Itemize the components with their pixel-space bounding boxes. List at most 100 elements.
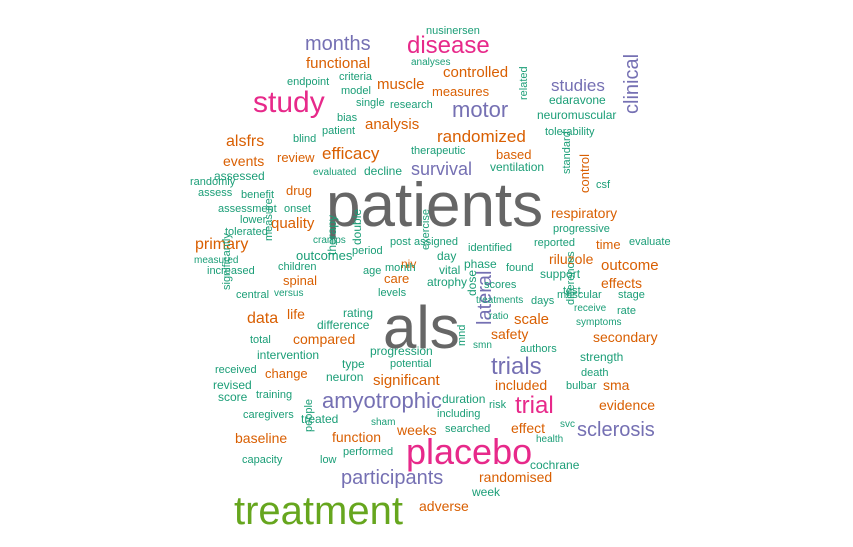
word-training: training xyxy=(256,389,293,401)
word-trials: trials xyxy=(491,353,542,380)
word-bulbar: bulbar xyxy=(566,380,597,392)
word-care: care xyxy=(384,271,410,286)
word-progression: progression xyxy=(370,344,433,358)
word-controlled: controlled xyxy=(443,64,509,81)
word-including: including xyxy=(437,408,481,420)
word-scores: scores xyxy=(484,279,517,291)
word-riluzole: riluzole xyxy=(549,251,594,267)
word-neuromuscular: neuromuscular xyxy=(537,108,617,122)
word-treatments: treatments xyxy=(476,295,524,306)
word-included: included xyxy=(495,377,548,393)
word-motor: motor xyxy=(452,97,509,122)
word-levels: levels xyxy=(378,287,407,299)
word-score: score xyxy=(218,390,248,404)
word-day: day xyxy=(437,249,457,263)
word-data: data xyxy=(247,310,279,327)
word-alsfrs: alsfrs xyxy=(226,133,265,150)
word-evaluated: evaluated xyxy=(313,167,357,178)
word-based: based xyxy=(496,147,532,162)
word-health: health xyxy=(536,434,564,445)
word-model: model xyxy=(341,85,371,97)
word-revised: revised xyxy=(213,378,252,392)
word-assess: assess xyxy=(198,187,233,199)
word-survival: survival xyxy=(411,159,473,179)
word-analyses: analyses xyxy=(411,57,451,68)
word-life: life xyxy=(287,306,305,322)
word-support: support xyxy=(540,267,581,281)
word-efficacy: efficacy xyxy=(322,144,380,163)
word-spinal: spinal xyxy=(283,273,317,288)
word-csf: csf xyxy=(596,179,611,191)
word-blind: blind xyxy=(293,133,317,145)
word-searched: searched xyxy=(445,423,491,435)
word-intervention: intervention xyxy=(257,348,320,362)
word-caregivers: caregivers xyxy=(243,409,294,421)
word-double: double xyxy=(350,208,364,245)
word-stage: stage xyxy=(618,289,645,301)
word-rate: rate xyxy=(617,305,636,317)
word-endpoint: endpoint xyxy=(287,76,330,88)
word-days: days xyxy=(531,295,555,307)
word-related: related xyxy=(518,66,530,100)
word-potential: potential xyxy=(390,358,432,370)
word-outcome: outcome xyxy=(601,257,659,274)
word-randomly: randomly xyxy=(190,176,236,188)
word-analysis: analysis xyxy=(365,116,420,133)
word-primary: primary xyxy=(195,236,249,253)
word-versus: versus xyxy=(274,288,304,299)
word-receive: receive xyxy=(574,303,607,314)
word-studies: studies xyxy=(551,76,605,95)
word-onset: onset xyxy=(284,203,311,215)
word-bias: bias xyxy=(337,112,358,124)
word-niv: niv xyxy=(401,257,417,271)
word-rating: rating xyxy=(343,306,374,320)
word-control: control xyxy=(577,153,592,193)
word-adverse: adverse xyxy=(419,498,469,514)
word-people: people xyxy=(303,398,315,432)
word-randomized: randomized xyxy=(437,127,526,146)
word-month: month xyxy=(385,262,416,274)
word-authors: authors xyxy=(520,343,557,355)
word-lower: lower xyxy=(240,214,267,226)
word-single: single xyxy=(356,97,385,109)
word-therapeutic: therapeutic xyxy=(411,145,466,157)
word-als: als xyxy=(383,294,460,361)
word-differences: differences xyxy=(565,251,577,305)
word-progressive: progressive xyxy=(553,223,610,235)
word-total: total xyxy=(250,334,271,346)
word-type: type xyxy=(342,357,365,371)
word-performed: performed xyxy=(343,446,394,458)
word-increased: increased xyxy=(207,265,255,277)
word-symptoms: symptoms xyxy=(576,317,622,328)
word-found: found xyxy=(506,262,534,274)
word-phase: phase xyxy=(464,257,497,271)
word-smn: smn xyxy=(473,340,492,351)
word-placebo: placebo xyxy=(406,431,533,472)
word-capacity: capacity xyxy=(242,454,283,466)
word-exercise: exercise xyxy=(420,209,432,250)
word-edaravone: edaravone xyxy=(549,93,606,107)
word-criteria: criteria xyxy=(339,71,373,83)
word-disease: disease xyxy=(407,32,490,59)
word-secondary: secondary xyxy=(593,329,658,345)
word-low: low xyxy=(320,454,337,466)
word-ventilation: ventilation xyxy=(490,160,545,174)
word-period: period xyxy=(352,245,383,257)
word-therapy: therapy xyxy=(325,214,339,255)
word-compared: compared xyxy=(293,331,356,347)
word-clinical: clinical xyxy=(621,53,643,114)
word-received: received xyxy=(215,364,257,376)
word-effects: effects xyxy=(601,275,642,291)
word-time: time xyxy=(596,237,621,252)
word-randomised: randomised xyxy=(479,469,553,485)
word-muscular: muscular xyxy=(557,289,602,301)
word-events: events xyxy=(223,153,265,169)
word-amyotrophic: amyotrophic xyxy=(322,388,442,413)
word-assessed: assessed xyxy=(214,169,265,183)
word-scale: scale xyxy=(514,311,550,328)
word-function: function xyxy=(332,429,382,445)
word-sclerosis: sclerosis xyxy=(577,419,655,441)
word-baseline: baseline xyxy=(235,430,288,446)
word-trial: trial xyxy=(515,392,554,419)
